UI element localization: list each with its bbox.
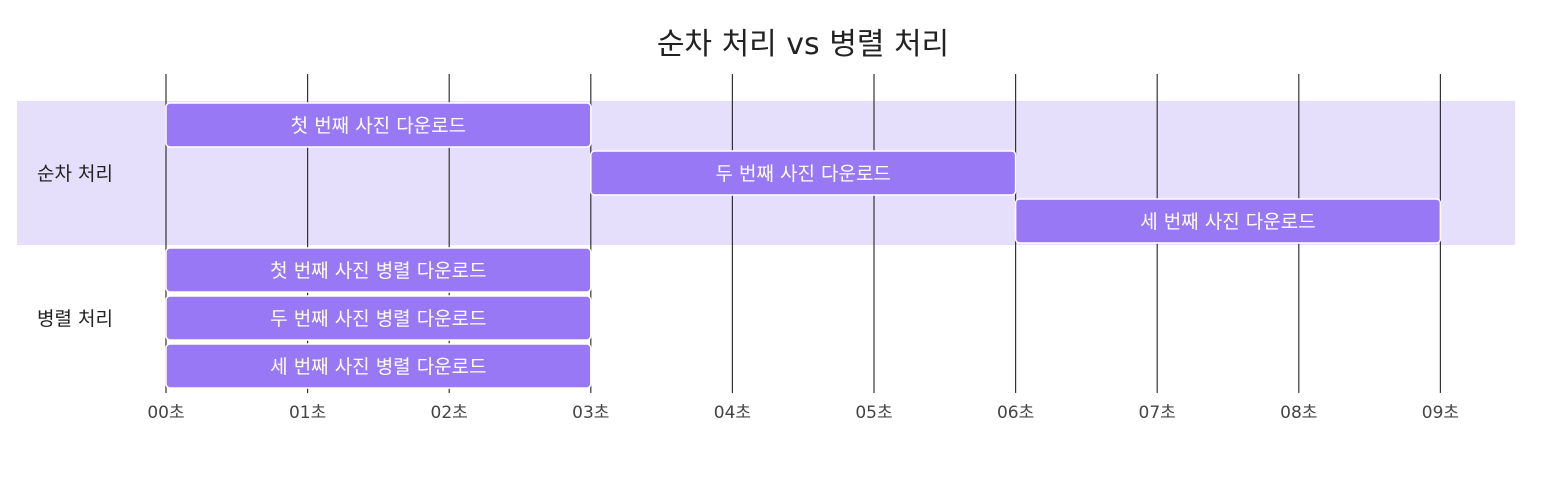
task-bar xyxy=(165,295,592,341)
task-bar xyxy=(165,343,592,389)
task-bar xyxy=(1014,198,1442,244)
task-label: 세 번째 사진 병렬 다운로드 xyxy=(270,356,486,378)
task-bar xyxy=(165,247,592,293)
x-tick-label: 00초 xyxy=(147,403,184,423)
section-label: 병렬 처리 xyxy=(37,308,113,330)
x-axis-ticks: 00초 01초 02초 03초 04초 05초 06초 07초 08초 09초 xyxy=(147,403,1459,423)
x-tick-label: 02초 xyxy=(431,403,468,423)
x-tick-label: 08초 xyxy=(1280,403,1317,423)
task-label: 세 번째 사진 다운로드 xyxy=(1140,211,1315,233)
x-tick-label: 03초 xyxy=(572,403,609,423)
task-bar xyxy=(590,150,1017,196)
task-label: 첫 번째 사진 병렬 다운로드 xyxy=(270,260,486,282)
x-tick-label: 05초 xyxy=(855,403,892,423)
chart-title: 순차 처리 vs 병렬 처리 xyxy=(657,27,949,62)
section-label: 순차 처리 xyxy=(37,163,113,185)
task-label: 두 번째 사진 병렬 다운로드 xyxy=(270,308,486,330)
task-label: 두 번째 사진 다운로드 xyxy=(715,163,890,185)
task-label: 첫 번째 사진 다운로드 xyxy=(291,115,466,137)
x-tick-label: 07초 xyxy=(1139,403,1176,423)
x-tick-label: 01초 xyxy=(289,403,326,423)
task-bar xyxy=(165,102,592,148)
x-tick-label: 06초 xyxy=(997,403,1034,423)
x-tick-label: 09초 xyxy=(1422,403,1459,423)
x-tick-label: 04초 xyxy=(714,403,751,423)
